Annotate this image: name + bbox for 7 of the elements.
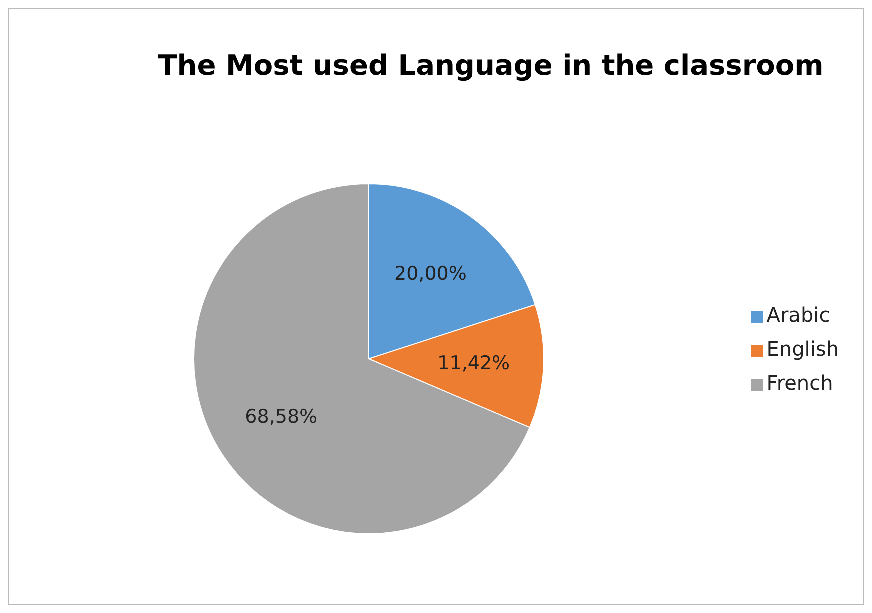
legend-label: French [766,371,834,395]
data-label: 20,00% [394,263,467,286]
chart-title: The Most used Language in the classroom [157,48,825,84]
data-label: 11,42% [438,352,510,375]
data-label: 68,58% [245,406,318,428]
legend-label: English [766,337,839,361]
legend-label: Arabic [766,303,830,327]
